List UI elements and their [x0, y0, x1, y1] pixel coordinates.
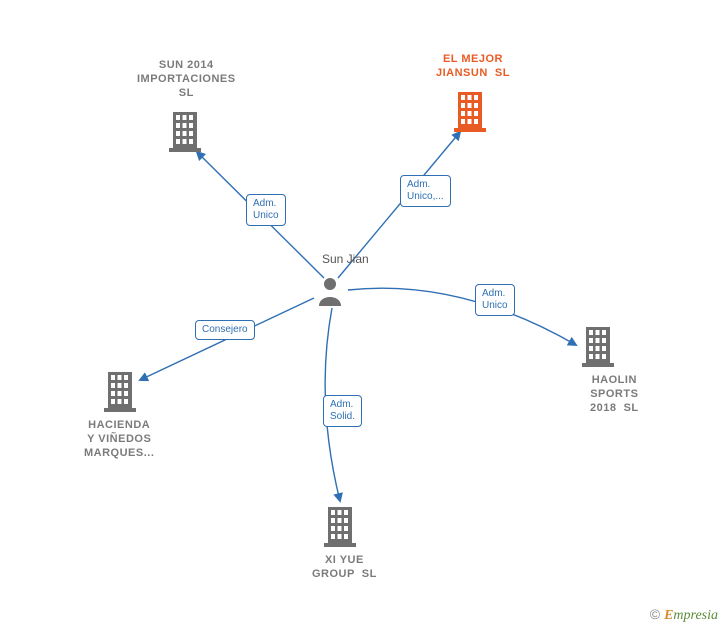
diagram-canvas: [0, 0, 728, 630]
center-node-label: Sun Jian: [322, 252, 369, 266]
edge-label-xiyue: Adm. Solid.: [323, 395, 362, 427]
edge-label-haolin: Adm. Unico: [475, 284, 515, 316]
node-label-sun2014: SUN 2014 IMPORTACIONES SL: [137, 58, 236, 100]
building-icon: [582, 327, 614, 367]
edge-label-elmejor: Adm. Unico,...: [400, 175, 451, 207]
watermark: © Empresia: [650, 606, 718, 624]
edge-arrow: [348, 288, 576, 345]
node-label-haolin: HAOLIN SPORTS 2018 SL: [590, 373, 639, 415]
building-icon: [169, 112, 201, 152]
edge-label-hacienda: Consejero: [195, 320, 255, 340]
node-label-hacienda: HACIENDA Y VIÑEDOS MARQUES...: [84, 418, 154, 460]
node-label-elmejor: EL MEJOR JIANSUN SL: [436, 52, 510, 80]
watermark-cap: E: [664, 608, 673, 623]
building-icon: [324, 507, 356, 547]
building-icon: [104, 372, 136, 412]
building-icon: [454, 92, 486, 132]
edge-label-sun2014: Adm. Unico: [246, 194, 286, 226]
copyright-symbol: ©: [650, 606, 660, 622]
person-icon: [319, 278, 341, 306]
node-label-xiyue: XI YUE GROUP SL: [312, 553, 377, 581]
watermark-text: mpresia: [673, 608, 718, 623]
